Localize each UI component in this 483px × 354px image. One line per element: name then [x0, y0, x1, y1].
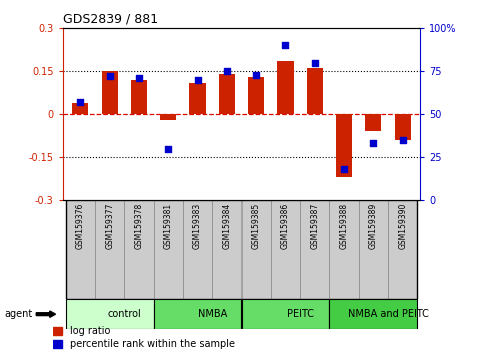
Point: [340, 166, 348, 172]
Point: [164, 146, 172, 152]
Text: GSM159389: GSM159389: [369, 203, 378, 249]
Bar: [242, 299, 329, 329]
Text: GSM159383: GSM159383: [193, 203, 202, 249]
Text: agent: agent: [5, 309, 33, 319]
Bar: [388, 200, 417, 299]
Bar: [189, 83, 206, 114]
Text: GSM159388: GSM159388: [340, 203, 349, 249]
Text: GDS2839 / 881: GDS2839 / 881: [63, 13, 158, 26]
Bar: [131, 80, 147, 114]
Bar: [300, 200, 329, 299]
Bar: [329, 200, 359, 299]
Bar: [307, 68, 323, 114]
Bar: [124, 200, 154, 299]
Bar: [359, 200, 388, 299]
Bar: [248, 77, 264, 114]
Point: [252, 72, 260, 78]
Bar: [395, 114, 411, 140]
Text: control: control: [107, 309, 141, 319]
Point: [311, 60, 319, 65]
Bar: [53, 340, 62, 348]
Point: [399, 137, 407, 143]
Text: GSM159386: GSM159386: [281, 203, 290, 249]
Point: [106, 74, 114, 79]
Bar: [53, 327, 62, 336]
Text: GSM159387: GSM159387: [310, 203, 319, 249]
Bar: [95, 200, 124, 299]
Point: [194, 77, 201, 83]
Bar: [101, 71, 118, 114]
Text: GSM159384: GSM159384: [222, 203, 231, 249]
Text: log ratio: log ratio: [70, 326, 110, 336]
Text: GSM159381: GSM159381: [164, 203, 173, 249]
Point: [282, 43, 289, 48]
Text: NMBA: NMBA: [198, 309, 227, 319]
Bar: [183, 200, 212, 299]
Point: [135, 75, 143, 81]
Bar: [66, 299, 154, 329]
Text: GSM159378: GSM159378: [134, 203, 143, 249]
Bar: [154, 200, 183, 299]
Text: GSM159390: GSM159390: [398, 203, 407, 249]
Bar: [277, 61, 294, 114]
Text: GSM159385: GSM159385: [252, 203, 261, 249]
Bar: [212, 200, 242, 299]
Point: [369, 141, 377, 146]
Text: PEITC: PEITC: [286, 309, 313, 319]
Bar: [365, 114, 382, 131]
Bar: [329, 299, 417, 329]
Point: [76, 99, 84, 105]
Text: GSM159377: GSM159377: [105, 203, 114, 249]
Bar: [242, 200, 271, 299]
Text: NMBA and PEITC: NMBA and PEITC: [348, 309, 428, 319]
Bar: [154, 299, 242, 329]
Bar: [66, 200, 95, 299]
Text: GSM159376: GSM159376: [76, 203, 85, 249]
Bar: [336, 114, 352, 177]
Point: [223, 68, 231, 74]
Text: percentile rank within the sample: percentile rank within the sample: [70, 339, 235, 349]
Bar: [271, 200, 300, 299]
Bar: [72, 103, 88, 114]
Bar: [160, 114, 176, 120]
Bar: [219, 74, 235, 114]
